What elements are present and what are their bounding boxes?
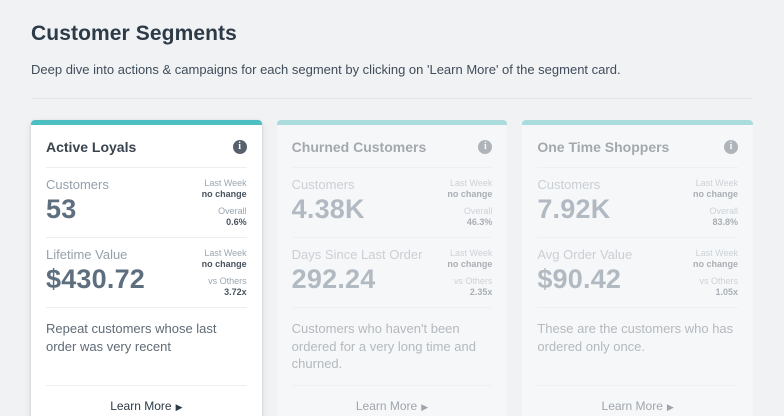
card-title: Active Loyals xyxy=(46,139,137,155)
card-accent-bar xyxy=(31,120,262,125)
info-icon[interactable]: i xyxy=(478,140,493,154)
learn-more-label: Learn More xyxy=(601,398,663,413)
metric-value: 292.24 xyxy=(291,264,376,294)
learn-more-label: Learn More xyxy=(110,398,172,413)
metric-label: Customers xyxy=(537,177,601,192)
stat-group: Last Week no change xyxy=(202,248,247,269)
metric-row: Customers 4.38K Last Week no change Over… xyxy=(291,168,493,238)
stat-value: 2.35x xyxy=(469,287,493,297)
card-title: One Time Shoppers xyxy=(537,139,670,155)
header-divider xyxy=(31,98,753,99)
metric-label: Customers xyxy=(291,177,355,192)
segment-card-one-time-shoppers: One Time Shoppers i Customers 7.92K Last… xyxy=(522,120,754,416)
page-title: Customer Segments xyxy=(31,22,237,45)
metric-row: Days Since Last Order 292.24 Last Week n… xyxy=(291,238,493,308)
arrow-right-icon: ▶ xyxy=(421,401,429,412)
metric-row: Lifetime Value $430.72 Last Week no chan… xyxy=(46,238,247,308)
stat-value: no change xyxy=(693,189,739,199)
card-accent-bar xyxy=(522,120,754,125)
stat-label: Overall xyxy=(218,206,247,216)
stat-value: no change xyxy=(693,259,739,269)
card-description: These are the customers who has ordered … xyxy=(537,308,739,386)
arrow-right-icon: ▶ xyxy=(175,401,183,412)
metric-value: 4.38K xyxy=(291,194,365,224)
stat-group: Last Week no change xyxy=(693,248,738,269)
stat-label: Last Week xyxy=(204,248,247,258)
stat-group: vs Others 2.35x xyxy=(447,276,493,297)
metric-label: Customers xyxy=(46,177,109,192)
metric-value: $90.42 xyxy=(537,264,622,294)
segment-cards-row: Active Loyals i Customers 53 Last Week n… xyxy=(31,120,754,416)
stat-label: Last Week xyxy=(204,178,247,188)
metric-row: Customers 53 Last Week no change Overall… xyxy=(46,168,247,238)
metric-value: 53 xyxy=(46,194,77,224)
stat-group: Overall 0.6% xyxy=(202,206,247,227)
stat-value: no change xyxy=(201,259,247,269)
learn-more-label: Learn More xyxy=(355,398,418,413)
stat-value: 83.8% xyxy=(712,217,739,227)
metric-label: Days Since Last Order xyxy=(291,247,423,262)
stat-label: Overall xyxy=(709,206,739,216)
metric-row: Avg Order Value $90.42 Last Week no chan… xyxy=(537,238,739,308)
card-description: Customers who haven't been ordered for a… xyxy=(291,308,493,386)
page-subtitle: Deep dive into actions & campaigns for e… xyxy=(31,62,621,77)
info-icon[interactable]: i xyxy=(232,140,247,154)
learn-more-button[interactable]: Learn More ▶ xyxy=(292,386,493,416)
stat-group: Last Week no change xyxy=(447,248,492,269)
stat-label: Last Week xyxy=(449,178,493,188)
card-description: Repeat customers whose last order was ve… xyxy=(46,308,247,386)
arrow-right-icon: ▶ xyxy=(666,401,674,412)
segment-card-churned-customers: Churned Customers i Customers 4.38K Last… xyxy=(276,120,508,416)
stat-label: Last Week xyxy=(695,248,739,258)
stat-group: Overall 46.3% xyxy=(447,206,493,227)
metric-row: Customers 7.92K Last Week no change Over… xyxy=(537,168,739,238)
info-icon[interactable]: i xyxy=(724,140,739,154)
stat-value: 3.72x xyxy=(224,287,247,297)
segment-card-active-loyals: Active Loyals i Customers 53 Last Week n… xyxy=(31,120,262,416)
card-accent-bar xyxy=(276,120,508,125)
stat-group: Last Week no change xyxy=(693,178,738,199)
stat-label: vs Others xyxy=(208,276,247,286)
learn-more-button[interactable]: Learn More ▶ xyxy=(537,386,738,416)
stat-value: no change xyxy=(447,189,493,199)
stat-label: Last Week xyxy=(695,178,739,188)
learn-more-button[interactable]: Learn More ▶ xyxy=(46,386,247,416)
stat-label: vs Others xyxy=(699,276,739,286)
stat-value: no change xyxy=(201,189,247,199)
stat-value: 0.6% xyxy=(226,217,247,227)
metric-label: Avg Order Value xyxy=(537,247,633,262)
stat-label: Overall xyxy=(463,206,493,216)
stat-group: vs Others 3.72x xyxy=(202,276,247,297)
stat-group: vs Others 1.05x xyxy=(693,276,739,297)
stat-label: Last Week xyxy=(449,248,493,258)
stat-value: 46.3% xyxy=(466,217,493,227)
stat-group: Last Week no change xyxy=(447,178,492,199)
metric-value: $430.72 xyxy=(46,264,145,294)
card-title: Churned Customers xyxy=(291,139,427,155)
metric-label: Lifetime Value xyxy=(46,247,128,262)
stat-value: 1.05x xyxy=(715,287,739,297)
metric-value: 7.92K xyxy=(537,194,611,224)
stat-value: no change xyxy=(447,259,493,269)
stat-group: Overall 83.8% xyxy=(693,206,739,227)
stat-label: vs Others xyxy=(453,276,493,286)
stat-group: Last Week no change xyxy=(202,178,247,199)
